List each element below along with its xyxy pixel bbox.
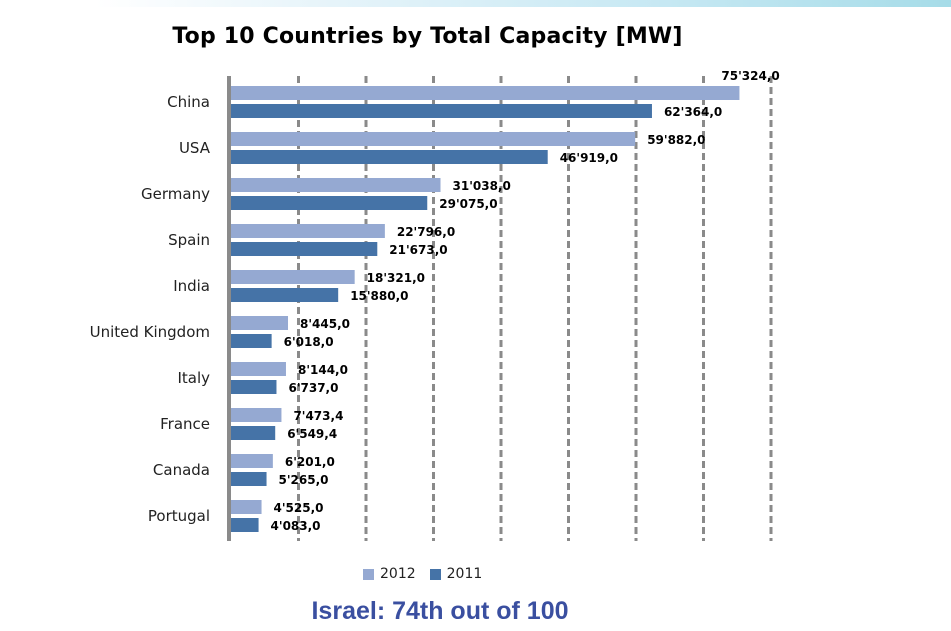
value-label-2011: 6'737,0 (288, 381, 338, 395)
category-label: USA (179, 139, 211, 157)
legend-item-2012: 2012 (363, 566, 416, 582)
value-label-2012: 8'445,0 (300, 317, 350, 331)
value-label-2011: 46'919,0 (560, 151, 618, 165)
value-label-2012: 8'144,0 (298, 363, 348, 377)
value-label-2011: 5'265,0 (279, 473, 329, 487)
category-label: France (160, 415, 210, 433)
bars (231, 86, 740, 532)
bar-2011 (231, 426, 276, 440)
value-label-2012: 4'525,0 (274, 501, 324, 515)
value-label-2011: 15'880,0 (350, 289, 408, 303)
bar-2012 (231, 362, 286, 376)
bar-2012 (231, 500, 262, 514)
bar-2011 (231, 150, 548, 164)
legend: 2012 2011 (363, 566, 482, 582)
value-label-2011: 6'549,4 (287, 427, 337, 441)
value-label-2011: 29'075,0 (439, 197, 497, 211)
legend-label-2011: 2011 (446, 566, 483, 582)
category-label: Germany (141, 185, 210, 203)
bar-2012 (231, 454, 273, 468)
category-label: Spain (168, 231, 210, 249)
bar-2012 (231, 224, 385, 238)
israel-ranking-note: Israel: 74th out of 100 (311, 597, 569, 625)
bar-2011 (231, 104, 652, 118)
value-label-2011: 6'018,0 (284, 335, 334, 349)
bar-2012 (231, 408, 282, 422)
chart-title: Top 10 Countries by Total Capacity [MW] (172, 24, 683, 49)
legend-swatch-2011 (429, 568, 441, 580)
category-label: China (167, 93, 210, 111)
bar-2011 (231, 472, 267, 486)
value-label-2012: 22'796,0 (397, 225, 455, 239)
value-label-2012: 31'038,0 (453, 179, 511, 193)
category-label: Portugal (148, 507, 210, 525)
category-label: Italy (177, 369, 210, 387)
value-label-2012: 6'201,0 (285, 455, 335, 469)
legend-label-2012: 2012 (380, 566, 416, 582)
value-label-2011: 62'364,0 (664, 105, 722, 119)
bar-2011 (231, 288, 339, 302)
category-labels: China USA Germany Spain India United Kingdom I… (90, 93, 211, 525)
bar-2012 (231, 316, 289, 330)
category-label: Canada (153, 461, 210, 479)
value-label-2011: 21'673,0 (389, 243, 447, 257)
value-labels: 75'324,0 62'364,0 59'882,0 46'919,0 31'038,0… (271, 69, 780, 533)
bar-2012 (231, 270, 355, 284)
top-decorative-band (0, 0, 951, 7)
value-label-2012: 75'324,0 (721, 69, 779, 83)
value-label-2012: 7'473,4 (293, 409, 343, 423)
bar-2011 (231, 334, 272, 348)
bar-2012 (231, 178, 441, 192)
category-label: United Kingdom (90, 323, 210, 341)
value-label-2012: 59'882,0 (647, 133, 705, 147)
legend-swatch-2012 (363, 568, 374, 580)
bar-2011 (231, 518, 259, 532)
category-label: India (173, 277, 210, 295)
bar-2011 (231, 380, 277, 394)
bar-2012 (231, 86, 740, 100)
bar-2012 (231, 132, 636, 146)
bar-2011 (231, 196, 428, 210)
bar-2011 (231, 242, 378, 256)
legend-item-2011: 2011 (429, 566, 483, 582)
value-label-2011: 4'083,0 (271, 519, 321, 533)
value-label-2012: 18'321,0 (367, 271, 425, 285)
